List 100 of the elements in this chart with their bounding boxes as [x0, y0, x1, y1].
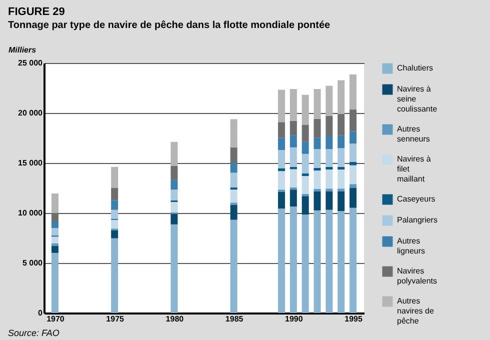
y-tick-label: 15 000: [18, 158, 44, 168]
bar: [170, 224, 178, 313]
x-tick-label: 1995: [344, 314, 363, 324]
bar: [170, 214, 178, 224]
bar: [338, 211, 345, 313]
legend-label: Autres ligneurs: [397, 236, 426, 256]
bar: [170, 190, 178, 200]
bar: [350, 188, 357, 208]
bar: [338, 170, 345, 189]
bar: [230, 163, 238, 173]
bar: [290, 89, 297, 121]
bar: [302, 124, 309, 142]
bar: [290, 135, 297, 148]
bar: [338, 188, 345, 192]
bar: [302, 154, 309, 174]
bar: [326, 149, 333, 167]
bar: [350, 131, 357, 144]
bar: [338, 166, 345, 170]
bar: [278, 208, 285, 313]
bar: [302, 194, 309, 196]
bar: [290, 187, 297, 190]
legend-label: Autres senneurs: [397, 124, 430, 144]
bar: [170, 202, 178, 212]
bar: [314, 170, 321, 189]
bar: [278, 138, 285, 150]
bar: [51, 228, 58, 236]
bar: [350, 109, 357, 132]
legend-label: Palangriers: [397, 216, 438, 224]
chart-subtitle: Tonnage par type de navire de pêche dans la flotte mondiale pontée: [8, 20, 331, 31]
bar: [326, 86, 333, 116]
legend-label: Autres navires de pêche: [397, 296, 434, 326]
y-tick-label: 25 000: [18, 58, 44, 68]
y-tick-label: 0: [38, 308, 44, 318]
y-tick-label: 5 000: [22, 258, 44, 268]
bar: [302, 214, 309, 313]
bar: [290, 120, 297, 136]
bar: [230, 204, 238, 220]
legend-label: Caseyeurs: [397, 194, 436, 204]
bar: [111, 238, 118, 313]
bar: [326, 191, 333, 210]
bar: [111, 230, 118, 238]
y-axis-title: Milliers: [8, 46, 37, 54]
bar: [170, 166, 178, 180]
source-note: Source: FAO: [7, 328, 60, 338]
bar: [51, 243, 58, 246]
bar: [314, 89, 321, 119]
bar: [302, 94, 309, 125]
bar: [51, 213, 58, 222]
bar: [230, 190, 238, 203]
x-tick-label: 1980: [166, 314, 184, 324]
bar: [290, 190, 297, 206]
bar: [302, 142, 309, 154]
bar: [230, 147, 238, 163]
y-tick-label: 20 000: [18, 108, 44, 118]
bar: [314, 138, 321, 150]
bar: [302, 173, 309, 176]
legend-label: Chalutiers: [397, 64, 434, 72]
x-tick-label: 1975: [106, 314, 125, 324]
bar: [302, 196, 309, 215]
bar: [111, 220, 118, 229]
bar: [326, 166, 333, 170]
bar: [314, 210, 321, 313]
bar: [290, 206, 297, 313]
bar: [230, 172, 238, 188]
chart-title: FIGURE 29: [8, 6, 65, 18]
bar: [326, 188, 333, 192]
bar: [350, 184, 357, 188]
bar: [302, 176, 309, 194]
bar: [230, 220, 238, 313]
legend-label: Navires à filet maillant: [397, 154, 432, 184]
legend-label: Navires polyvalents: [397, 266, 438, 286]
bar: [111, 188, 118, 200]
bar: [338, 135, 345, 148]
x-tick-label: 1990: [285, 314, 304, 324]
bar: [338, 80, 345, 114]
bar: [278, 150, 285, 168]
bar: [338, 148, 345, 167]
bar: [278, 168, 285, 172]
bar: [314, 118, 321, 138]
bar: [338, 114, 345, 136]
legend-label: Navires à seine coulissante: [397, 84, 438, 114]
bar: [111, 200, 118, 210]
bar: [350, 162, 357, 166]
bar: [350, 144, 357, 162]
bar: [111, 166, 118, 188]
bar: [51, 246, 58, 253]
bar: [350, 165, 357, 184]
bar: [51, 194, 58, 213]
bar: [338, 191, 345, 211]
bar: [290, 169, 297, 188]
bar: [314, 149, 321, 168]
bar: [170, 180, 178, 190]
bar: [51, 252, 58, 313]
bar: [290, 147, 297, 167]
bar: [278, 122, 285, 138]
bar: [326, 136, 333, 150]
bar: [314, 168, 321, 170]
bar: [326, 116, 333, 136]
x-tick-label: 1985: [225, 314, 244, 324]
bar: [326, 170, 333, 189]
